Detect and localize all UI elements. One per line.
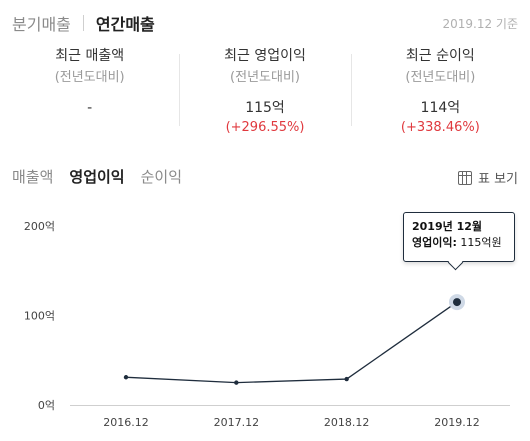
summary-revenue: 최근 매출액 (전년도대비) - (0, 46, 179, 146)
summary-value: - (87, 100, 93, 116)
summary-change: (+338.46%) (400, 120, 480, 135)
tab-annual-revenue[interactable]: 연간매출 (95, 15, 155, 34)
data-point[interactable] (344, 376, 349, 382)
summary-change (0, 118, 179, 138)
basis-date: 2019.12 기준 (442, 17, 518, 31)
summary-value: 114억 (420, 100, 461, 116)
summary-value: 115억 (245, 100, 285, 116)
tab-operating-profit[interactable]: 영업이익 (69, 168, 125, 186)
tab-net-income[interactable]: 순이익 (140, 168, 183, 186)
x-tick-label: 2016.12 (103, 416, 149, 429)
table-view-button[interactable]: 표 보기 (457, 168, 518, 187)
summary-operating-profit: 최근 영업이익 (전년도대비) 115억 (+296.55%) (179, 46, 350, 146)
series-line (125, 301, 458, 384)
summary-sub: (전년도대비) (405, 70, 476, 85)
summary-change: (+296.55%) (225, 120, 305, 135)
summary-sub: (전년도대비) (54, 70, 125, 85)
summary-sub: (전년도대비) (230, 70, 300, 85)
revenue-period-tabs: 분기매출 연간매출 (12, 10, 155, 36)
tab-revenue[interactable]: 매출액 (12, 168, 54, 186)
series-points (123, 294, 465, 385)
data-point[interactable] (452, 298, 461, 307)
tooltip-value: 115억원 (460, 236, 502, 249)
tooltip-title: 2019년 12월 (412, 220, 482, 233)
tab-divider (82, 15, 84, 31)
summary-panel: 최근 매출액 (전년도대비) - 최근 영업이익 (전년도대비) 115억 (+… (0, 46, 530, 146)
summary-title: 최근 순이익 (405, 48, 475, 64)
x-tick-label: 2019.12 (434, 416, 480, 429)
summary-title: 최근 매출액 (55, 48, 125, 64)
data-point[interactable] (123, 375, 129, 380)
summary-net-income: 최근 순이익 (전년도대비) 114억 (+338.46%) (350, 46, 530, 146)
y-axis: 0억 100억 200억 (24, 220, 55, 412)
table-grid-icon (457, 170, 472, 185)
x-axis: 2016.12 2017.12 2018.12 2019.12 (103, 416, 479, 429)
summary-title: 최근 영업이익 (224, 48, 306, 64)
tooltip-line: 영업이익: 115억원 (412, 235, 506, 251)
tooltip-label: 영업이익: (412, 236, 457, 249)
chart-tooltip: 2019년 12월 영업이익: 115억원 (403, 212, 515, 262)
operating-profit-chart: 0억 100억 200억 2016.12 2017.12 2018.12 2019.12 (24, 220, 510, 429)
y-tick-label: 200억 (24, 220, 55, 233)
table-view-label: 표 보기 (477, 172, 518, 187)
x-tick-label: 2017.12 (214, 416, 260, 429)
x-tick-label: 2018.12 (324, 416, 370, 429)
metric-tabs: 매출액 영업이익 순이익 (12, 166, 182, 187)
y-tick-label: 100억 (24, 310, 55, 323)
tab-quarterly-revenue[interactable]: 분기매출 (12, 15, 71, 34)
data-point[interactable] (234, 380, 239, 385)
y-tick-label: 0억 (38, 399, 55, 412)
